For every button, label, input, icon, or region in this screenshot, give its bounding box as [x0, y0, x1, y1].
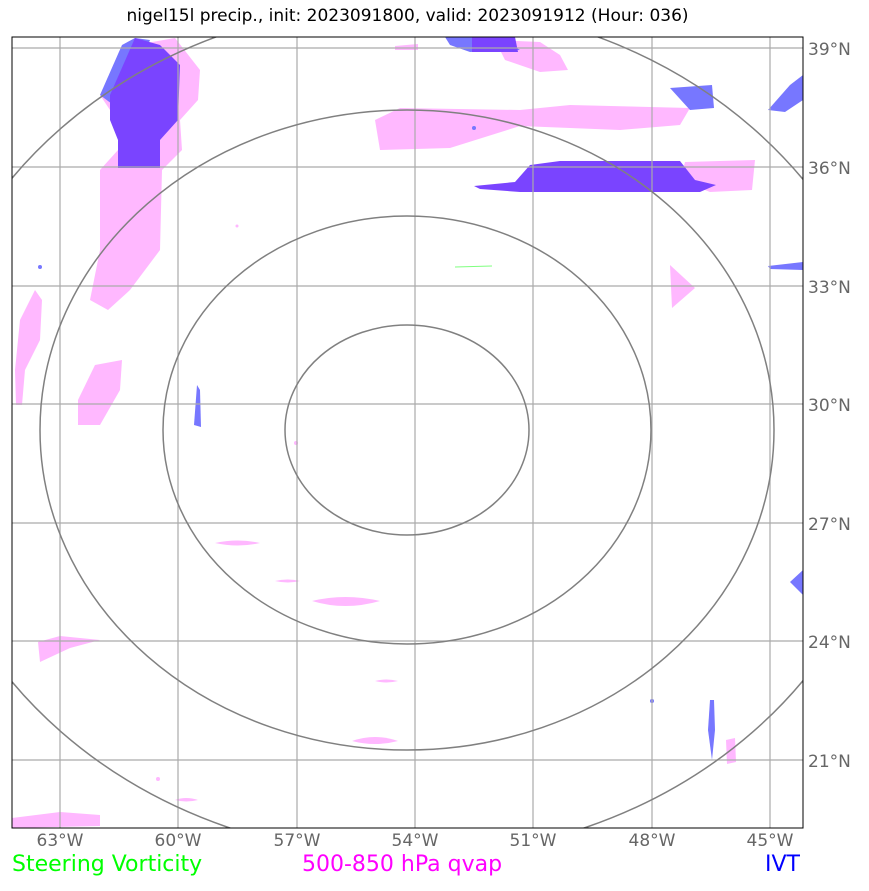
ivt-region: [38, 265, 42, 269]
lon-label: 45°W: [747, 831, 794, 851]
ivt-region: [474, 161, 716, 192]
lon-label: 63°W: [37, 831, 84, 851]
range-ring: [39, 109, 775, 751]
ivt-region: [768, 262, 803, 270]
qvap-region: [312, 597, 380, 606]
qvap-region: [235, 224, 239, 228]
ivt-region: [472, 126, 476, 130]
qvap-region: [175, 798, 198, 802]
ivt-region: [670, 85, 714, 110]
range-ring: [284, 324, 530, 536]
lon-label: 48°W: [629, 831, 676, 851]
lat-label: 27°N: [808, 515, 851, 535]
range-rings: [12, 37, 803, 828]
lat-label: 21°N: [808, 752, 851, 772]
qvap-region: [78, 360, 122, 425]
ivt-region: [110, 38, 180, 168]
steering-vorticity-contours: [454, 265, 493, 268]
legend-qvap: 500-850 hPa qvap: [302, 852, 503, 877]
ivt-region: [768, 75, 803, 112]
qvap-region: [15, 290, 42, 405]
qvap-region: [38, 636, 100, 662]
lon-label: 57°W: [274, 831, 321, 851]
map-frame: [11, 36, 804, 829]
longitude-labels: 63°W 60°W 57°W 54°W 51°W 48°W 45°W: [37, 831, 794, 851]
qvap-region: [726, 738, 736, 764]
qvap-region: [215, 540, 260, 546]
ivt-region: [472, 37, 518, 52]
lat-label: 24°N: [808, 633, 851, 653]
qvap-region: [156, 777, 160, 781]
lat-label: 39°N: [808, 40, 851, 60]
range-ring: [162, 215, 652, 645]
qvap-region: [352, 737, 398, 744]
legend-ivt: IVT: [765, 852, 800, 877]
latitude-labels: 39°N 36°N 33°N 30°N 27°N 24°N 21°N: [808, 40, 851, 772]
ivt-region: [708, 700, 715, 760]
lon-label: 60°W: [155, 831, 202, 851]
qvap-region: [375, 679, 398, 683]
lat-label: 36°N: [808, 159, 851, 179]
lat-label: 30°N: [808, 396, 851, 416]
vorticity-contour: [454, 265, 493, 268]
lon-label: 54°W: [392, 831, 439, 851]
qvap-region: [275, 579, 300, 583]
ivt-region: [194, 385, 201, 427]
qvap-region: [12, 812, 100, 828]
ivt-shading: [38, 37, 803, 760]
map-plot-area: [12, 37, 803, 828]
ivt-region: [790, 570, 803, 595]
lon-label: 51°W: [510, 831, 557, 851]
lat-label: 33°N: [808, 278, 851, 298]
qvap-region: [375, 105, 690, 150]
graticule: [12, 37, 803, 828]
legend-steering-vorticity: Steering Vorticity: [12, 852, 203, 877]
map-title: nigel15l precip., init: 2023091800, vali…: [126, 6, 689, 26]
